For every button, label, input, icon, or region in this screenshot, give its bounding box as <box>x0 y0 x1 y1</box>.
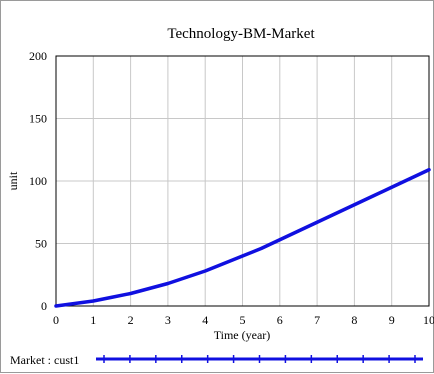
x-tick-label: 2 <box>128 313 134 327</box>
data-point <box>371 194 375 198</box>
x-tick-label: 3 <box>165 313 171 327</box>
data-point <box>185 275 189 279</box>
data-point <box>259 247 263 250</box>
x-tick-label: 8 <box>351 313 357 327</box>
x-tick-label: 4 <box>202 313 208 327</box>
data-point <box>296 229 300 233</box>
grid <box>55 55 430 307</box>
legend-swatch <box>96 355 423 363</box>
x-tick-label: 6 <box>277 313 283 327</box>
data-point <box>427 168 431 172</box>
x-tick-labels: 0 1 2 3 4 5 6 7 8 9 10 <box>53 313 434 327</box>
data-point <box>222 262 226 265</box>
data-point <box>315 220 319 224</box>
data-point <box>110 295 114 299</box>
data-point <box>352 203 356 207</box>
x-tick-label: 10 <box>423 313 434 327</box>
data-point <box>129 292 133 295</box>
data-point <box>203 269 207 273</box>
x-tick-label: 9 <box>389 313 395 327</box>
legend: Market : cust1 <box>10 353 423 367</box>
data-point <box>166 282 170 285</box>
data-point <box>91 299 95 303</box>
y-tick-label: 0 <box>41 299 47 313</box>
data-point <box>334 212 338 215</box>
data-point <box>54 304 58 308</box>
series-layer <box>54 168 431 308</box>
data-point <box>390 185 394 189</box>
x-tick-label: 7 <box>314 313 320 327</box>
y-axis-label: unit <box>6 171 20 190</box>
x-tick-label: 5 <box>240 313 246 327</box>
data-point <box>241 254 244 258</box>
y-tick-label: 150 <box>29 112 47 126</box>
y-tick-labels: 0 50 100 150 200 <box>29 49 47 313</box>
data-point <box>73 302 77 305</box>
data-point <box>278 238 282 242</box>
x-tick-label: 1 <box>90 313 96 327</box>
y-tick-label: 200 <box>29 49 47 63</box>
x-tick-label: 0 <box>53 313 59 327</box>
plot-area-border <box>55 55 430 307</box>
y-tick-label: 100 <box>29 174 47 188</box>
data-point <box>147 287 151 290</box>
chart-title: Technology-BM-Market <box>167 26 315 42</box>
data-point <box>408 177 412 180</box>
y-tick-label: 50 <box>35 237 47 251</box>
x-axis-label: Time (year) <box>214 328 271 342</box>
legend-label-market-cust1: Market : cust1 <box>10 353 79 367</box>
